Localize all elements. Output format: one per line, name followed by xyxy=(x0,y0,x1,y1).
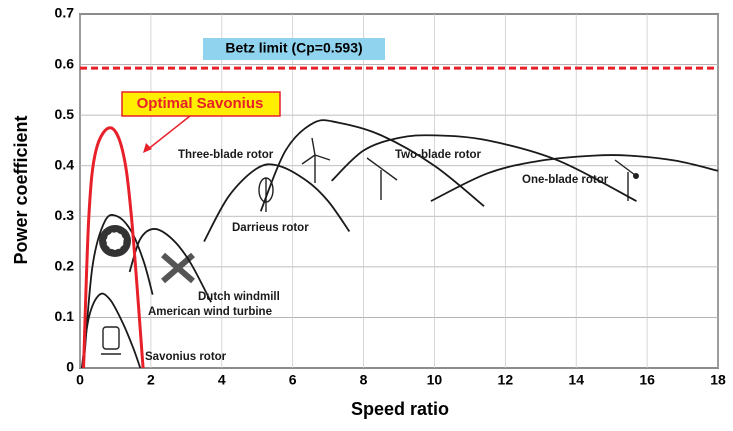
series-line xyxy=(82,126,145,369)
plot-area xyxy=(79,13,719,369)
y-axis-label: Power coefficient xyxy=(11,115,31,264)
american-icon-hub xyxy=(105,231,125,251)
series-label: Two-blade rotor xyxy=(395,149,482,161)
series-label: Three-blade rotor xyxy=(178,149,274,161)
x-tick-label: 8 xyxy=(360,372,368,388)
series-label: Darrieus rotor xyxy=(232,222,309,234)
optimal-label-box xyxy=(121,91,281,117)
x-tick-label: 18 xyxy=(710,372,726,388)
series-line xyxy=(331,134,637,202)
x-tick-label: 10 xyxy=(427,372,443,388)
x-tick-label: 12 xyxy=(498,372,514,388)
optimal-arrow xyxy=(146,115,191,151)
x-axis-label: Speed ratio xyxy=(351,399,449,419)
series-line xyxy=(128,228,212,303)
series-line xyxy=(430,154,719,202)
one-blade-icon-blade xyxy=(614,159,636,176)
savonius-icon xyxy=(102,326,120,350)
series-label: Savonius rotor xyxy=(145,351,227,363)
series-label: One-blade rotor xyxy=(522,174,609,186)
x-tick-label: 16 xyxy=(639,372,655,388)
y-tick-label: 0.1 xyxy=(55,308,75,324)
betz-label: Betz limit (Cp=0.593) xyxy=(225,40,362,56)
series-line xyxy=(80,292,142,369)
optimal-arrowhead xyxy=(143,143,152,153)
series-line xyxy=(82,214,154,369)
one-blade-icon-hub xyxy=(633,173,639,179)
x-tick-label: 4 xyxy=(218,372,226,388)
series-label: American wind turbine xyxy=(148,306,272,318)
y-tick-label: 0.7 xyxy=(55,5,75,21)
x-tick-label: 14 xyxy=(568,372,584,388)
y-tick-label: 0 xyxy=(66,359,74,375)
three-blade-icon-blades xyxy=(301,137,331,165)
icons xyxy=(99,137,639,355)
y-tick-label: 0.3 xyxy=(55,207,75,223)
y-tick-label: 0.6 xyxy=(55,55,75,71)
x-tick-label: 2 xyxy=(147,372,155,388)
series-line xyxy=(259,119,485,212)
series-label: Optimal Savonius xyxy=(137,95,264,112)
series-label: Dutch windmill xyxy=(198,291,280,303)
x-tick-label: 6 xyxy=(289,372,297,388)
y-tick-label: 0.4 xyxy=(55,156,75,172)
two-blade-icon-blades xyxy=(366,157,398,181)
y-tick-label: 0.2 xyxy=(55,258,75,274)
x-tick-label: 0 xyxy=(76,372,84,388)
y-tick-label: 0.5 xyxy=(55,106,75,122)
betz-label-box xyxy=(203,38,385,60)
